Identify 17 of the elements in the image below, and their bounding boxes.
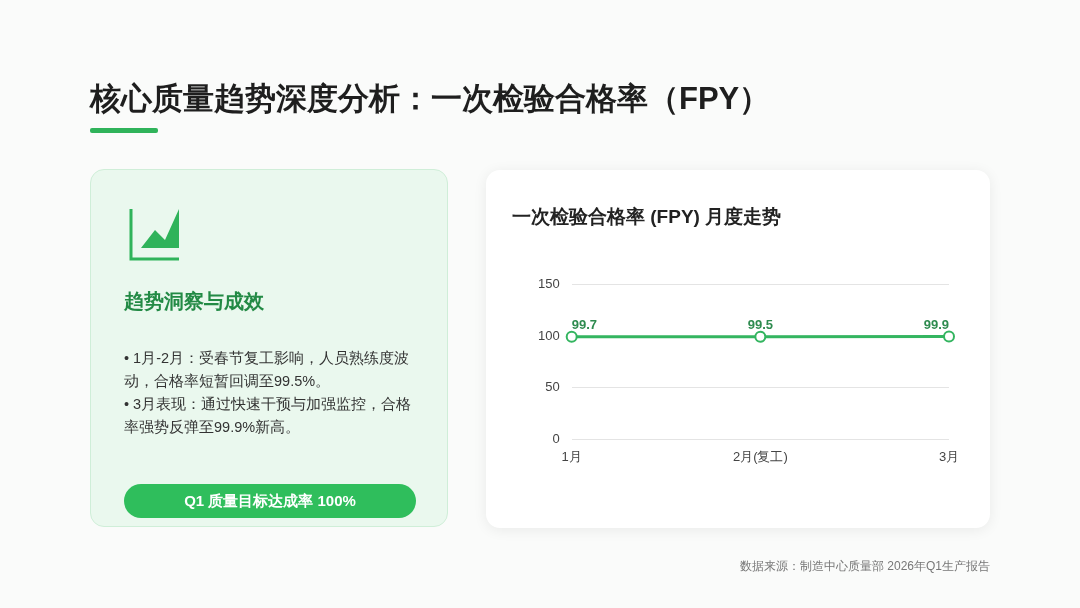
text: 趋势洞察与成效 — [124, 289, 264, 314]
y-tick-label: 50 — [545, 379, 560, 395]
data-label: 99.9 — [923, 316, 949, 332]
y-tick-label: 100 — [537, 327, 560, 343]
text: • 3月表现：通过快速干预与加强监控，合格率强势反弹至99.9%新高。 — [124, 395, 413, 437]
x-tick-label: 1月 — [561, 448, 582, 464]
chart-title: 核心质量趋势深度分析：一次检验合格率（FPY） — [90, 80, 771, 118]
source-note: 数据来源：制造中心质量部 2026年Q1生产报告 — [739, 558, 990, 575]
data-label: 99.7 — [571, 316, 597, 332]
chart-subtitle: 一次检验合格率 (FPY) 月度走势 — [512, 205, 782, 229]
text: Q1 质量目标达成率 100% — [124, 484, 416, 518]
y-tick-label: 150 — [537, 276, 560, 292]
x-tick-label: 3月 — [938, 448, 960, 464]
x-tick-label: 2月(复工) — [732, 448, 788, 464]
text: • 1月-2月：受春节复工影响，人员熟练度波动，合格率短暂回调至99.5%。 — [124, 349, 411, 391]
data-label: 99.5 — [747, 316, 773, 332]
y-tick-label: 0 — [552, 430, 560, 446]
